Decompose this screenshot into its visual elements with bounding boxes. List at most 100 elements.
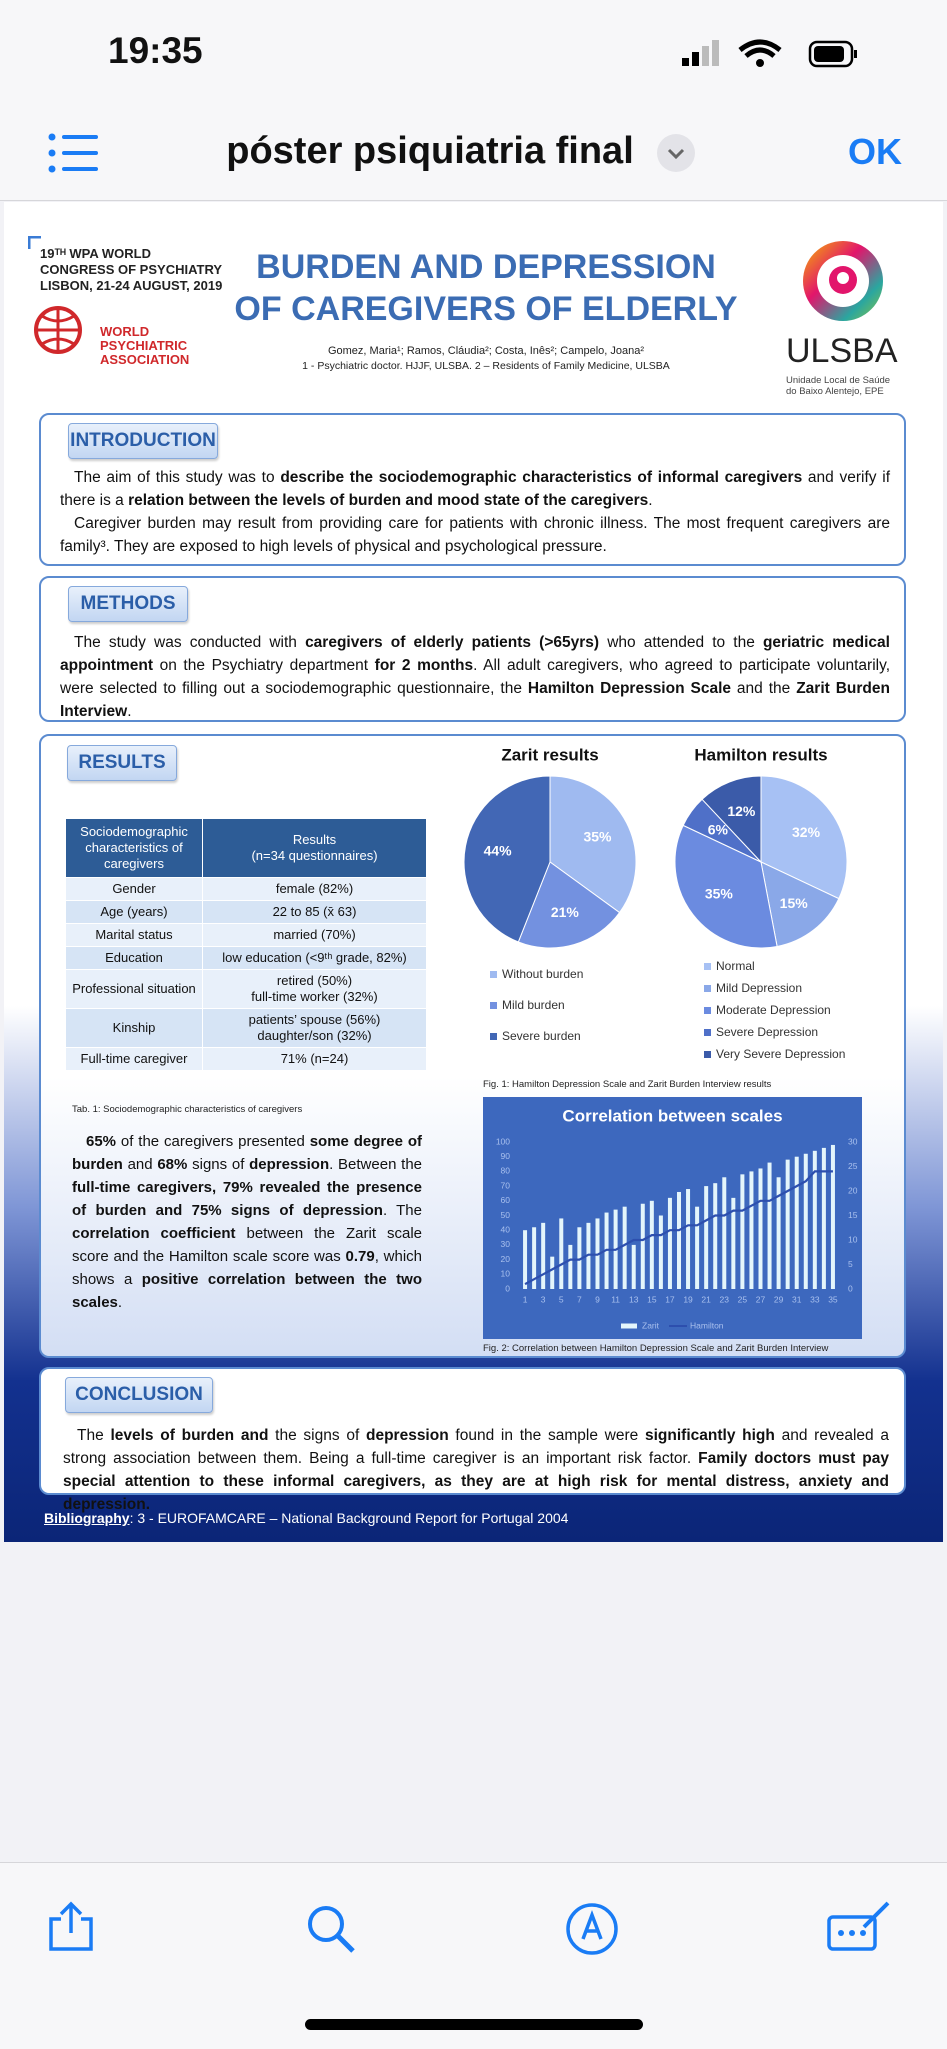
pie-slice [549,775,637,914]
y-tick-label: 100 [496,1136,510,1146]
legend-swatch [490,1033,497,1040]
table-cell: Full-time caregiver [65,1047,203,1071]
chart-background [483,1097,862,1339]
nav-bar: póster psiquiatria final OK [0,100,947,201]
cell-line: retired (50%) [276,973,353,988]
chart-title: Hamilton results [694,745,827,764]
pie-slice [760,775,848,900]
done-button[interactable]: OK [848,131,902,172]
bar [667,1197,672,1289]
x-tick-label: 29 [774,1294,784,1304]
bold-text: significantly high [645,1427,775,1444]
document-title[interactable]: póster psiquiatria final [226,130,634,172]
bar [577,1227,582,1289]
wpa-logo [34,306,82,354]
bold-text: depression [365,1427,449,1444]
text: The study was conducted with [74,634,306,651]
ulsba-name: ULSBA [786,332,898,370]
x-tick-label: 23 [720,1294,730,1304]
share-button[interactable] [46,1901,96,1953]
x-tick-label: 1 [523,1294,528,1304]
text-line: ASSOCIATION [100,352,190,367]
menu-button[interactable] [48,132,100,174]
y2-tick-label: 25 [848,1161,858,1171]
table-container: Sociodemographic characteristics of care… [65,818,427,1071]
markup-button[interactable] [564,1901,620,1957]
cell-line: Results [292,832,337,847]
bar [812,1150,817,1289]
text: . [117,1294,123,1311]
x-tick-label: 21 [701,1294,711,1304]
bold-text: Family doctors must pay special attentio… [63,1450,889,1513]
table-cell: Marital status [65,923,203,947]
section-heading: CONCLUSION [65,1377,213,1413]
bar [713,1183,718,1289]
slice-label: 35% [583,828,612,844]
bold-text: Zarit Burden Interview [60,680,890,720]
pie-slice [463,775,551,943]
bar [622,1206,627,1289]
slice-label: 44% [484,843,513,859]
bar [532,1227,537,1289]
cell-line: full-time worker (32%) [251,989,378,1004]
y-tick-label: 80 [501,1166,511,1176]
y-tick-label: 50 [501,1210,511,1220]
bold-text: levels of burden and [110,1427,269,1444]
paragraph: 65% of the caregivers presented some deg… [72,1130,422,1314]
text: The aim of this study was to [74,469,281,486]
bar [559,1218,564,1289]
legend-swatch [704,1007,711,1014]
text-line: LISBON, 21-24 AUGUST, 2019 [40,278,223,293]
results-text: 65% of the caregivers presented some deg… [72,1130,422,1314]
pie-slice [701,775,762,864]
text: and revealed a strong association betwee… [63,1427,889,1467]
y2-tick-label: 20 [848,1185,858,1195]
more-button[interactable] [826,1899,896,1955]
bar [695,1206,700,1289]
bar [704,1186,709,1289]
text: . The [382,1202,422,1219]
bold-text: 0.79 [345,1248,375,1265]
x-tick-label: 25 [738,1294,748,1304]
bar [677,1191,681,1289]
legend-label: Very Severe Depression [716,1047,845,1061]
bar [740,1174,745,1289]
data-table: Sociodemographic characteristics of care… [65,818,427,1071]
y2-tick-label: 0 [848,1283,853,1293]
text: on the Psychiatry department [153,657,375,674]
text: . All adult caregivers, who agreed to pa… [60,657,890,697]
bibliography: Bibliography: 3 - EUROFAMCARE – National… [44,1510,568,1526]
text: between the Zarit scale score and the Ha… [72,1225,422,1265]
paragraph: The study was conducted with caregivers … [60,631,890,723]
toolbar [0,1862,947,2049]
x-tick-label: 31 [792,1294,802,1304]
bold-text: depression [249,1156,330,1173]
legend-swatch [621,1323,637,1329]
y-tick-label: 40 [501,1224,511,1234]
slice-label: 6% [708,821,729,837]
legend-swatch [704,1029,711,1036]
legend-label: Severe burden [502,1029,581,1043]
bold-text: some degree of burden [72,1133,422,1173]
bar [785,1159,790,1289]
paragraph: Caregiver burden may result from providi… [60,512,890,558]
section-heading: RESULTS [67,745,177,781]
x-tick-label: 13 [629,1294,639,1304]
x-tick-label: 17 [665,1294,675,1304]
table-caption: Tab. 1: Sociodemographic characteristics… [72,1104,303,1115]
y-tick-label: 0 [505,1283,510,1293]
title-menu[interactable] [656,133,696,173]
table-cell: retired (50%) full-time worker (32%) [202,969,427,1009]
figure-caption: Fig. 1: Hamilton Depression Scale and Za… [483,1079,772,1090]
legend-label: Mild burden [502,998,565,1012]
bar [649,1200,654,1289]
y2-tick-label: 5 [848,1259,853,1269]
text-line: BURDEN AND DEPRESSION [256,248,716,286]
text: , which shows a [72,1248,423,1288]
y2-tick-label: 10 [848,1234,858,1244]
text: and verify if there is a [60,469,891,509]
legend-label: Hamilton [690,1320,724,1330]
pie-slice [517,861,621,949]
status-icons [682,39,857,68]
search-button[interactable] [305,1903,357,1955]
